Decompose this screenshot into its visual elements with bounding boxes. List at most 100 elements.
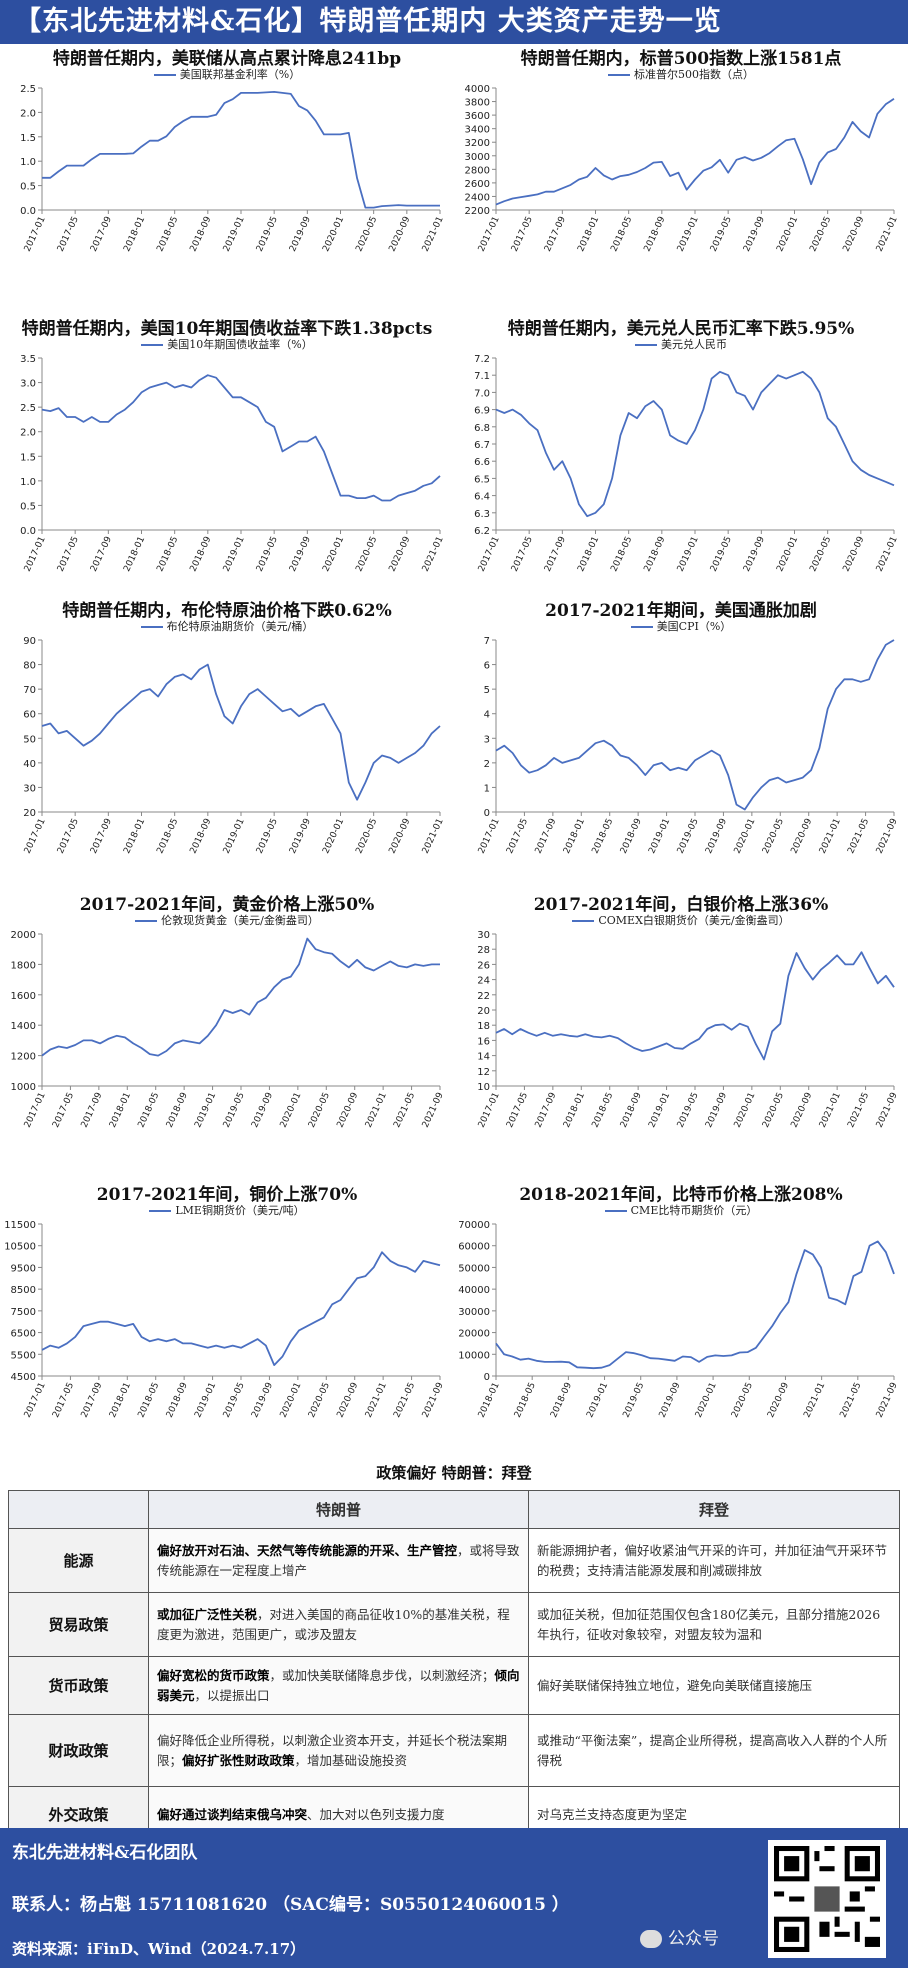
series-line [41,937,440,1057]
x-tick-label: 2020-09 [789,817,814,856]
x-tick-label: 2018-09 [643,215,668,254]
y-tick-label: 16 [477,1036,490,1047]
policy-header-blank [8,1490,149,1529]
x-tick-label: 2020-05 [761,817,786,855]
x-tick-label: 2017-05 [51,1381,76,1419]
x-tick-label: 2021-01 [802,1381,827,1419]
policy-emphasis: 偏好扩张性财政政策 [182,1752,295,1768]
policy-emphasis: 倾向弱美元 [157,1667,520,1703]
x-tick-label: 2018-05 [136,1091,161,1129]
chart-legend: 美国10年期国债收益率（%） [0,336,454,352]
y-tick-label: 1 [484,783,490,794]
x-tick-label: 2019-09 [250,1381,275,1420]
x-tick-label: 2018-05 [155,535,180,573]
chart-panel-usdcny: 特朗普任期内，美元兑人民币汇率下跌5.95% 美元兑人民币 6.2 6.3 6.4 6.5… [454,314,908,574]
policy-biden-cell: 或推动“平衡法案”，提高企业所得税，提高高收入人群的个人所得税 [528,1714,900,1787]
x-tick-label: 2021-05 [846,1091,871,1129]
x-tick-label: 2020-01 [279,1381,304,1419]
legend-label: 美国10年期国债收益率（%） [167,338,313,351]
y-tick-label: 90 [23,636,36,647]
x-tick-label: 2021-01 [364,1091,389,1129]
y-tick-label: 9500 [11,1263,36,1274]
x-tick-label: 2020-01 [775,535,800,573]
x-tick-label: 2019-09 [288,535,313,574]
chart-legend: 美国联邦基金利率（%） [0,66,454,82]
y-tick-label: 4 [484,710,490,721]
chart-panel-brent: 特朗普任期内，布伦特原油价格下跌0.62% 布伦特原油期货价（美元/桶） 20 30 4… [0,596,454,856]
x-tick-label: 2021-05 [392,1381,417,1419]
policy-category: 贸易政策 [8,1592,149,1657]
policy-trump-cell: 偏好放开对石油、天然气等传统能源的开采、生产管控，或将导致传统能源在一定程度上增… [148,1528,529,1593]
x-tick-label: 2021-05 [392,1091,417,1129]
x-tick-label: 2020-09 [766,1381,791,1420]
x-tick-label: 2021-01 [818,817,843,855]
x-tick-label: 2019-01 [676,535,701,573]
x-tick-label: 2018-01 [122,817,147,855]
x-tick-label: 2021-01 [421,535,446,573]
x-tick-label: 2017-05 [505,817,530,855]
x-tick-label: 2020-01 [775,215,800,253]
chart-title: 特朗普任期内，美联储从高点累计降息241bp [52,49,402,69]
x-tick-label: 2021-09 [875,817,900,856]
chart-title: 2018-2021年间，比特币价格上涨208% [519,1185,843,1205]
x-tick-label: 2019-01 [193,1381,218,1419]
report-banner: 【东北先进材料&石化】特朗普任期内 大类资产走势一览 [0,0,908,44]
x-tick-label: 2019-09 [704,817,729,856]
x-tick-label: 2017-09 [543,535,568,574]
y-tick-label: 0.5 [20,182,36,193]
legend-label: 布伦特原油期货价（美元/桶） [166,620,314,633]
x-tick-label: 2020-01 [733,1091,758,1129]
policy-text: ，增加基础设施投资 [294,1752,408,1768]
x-tick-label: 2021-01 [364,1381,389,1419]
chart-legend: CME比特币期货价（元） [454,1202,908,1218]
y-tick-label: 26 [477,960,490,971]
x-tick-label: 2017-01 [477,1091,502,1129]
x-tick-label: 2019-01 [676,215,701,253]
chart-panel-treasury-yield: 特朗普任期内，美国10年期国债收益率下跌1.38pcts 美国10年期国债收益率（… [0,314,454,574]
legend-label: 美国联邦基金利率（%） [179,68,301,81]
wechat-icon [640,1930,662,1948]
x-tick-label: 2017-05 [56,535,81,573]
policy-emphasis: 或加征广泛性关税 [157,1606,258,1622]
policy-category: 能源 [8,1528,149,1593]
policy-row-trade: 贸易政策 或加征广泛性关税，对进入美国的商品征收10%的基准关税，程度更为激进，… [8,1592,900,1657]
policy-emphasis: 偏好放开对石油、天然气等传统能源的开采、生产管控 [157,1542,458,1558]
x-tick-label: 2017-09 [80,1381,105,1420]
series-line [495,951,895,1061]
x-tick-label: 2018-09 [189,535,214,574]
y-tick-label: 40 [23,759,36,770]
legend-label: 美国CPI（%） [656,620,732,633]
legend-swatch [140,626,163,628]
x-tick-label: 2018-01 [122,535,147,573]
x-tick-label: 2018-05 [609,535,634,573]
x-tick-label: 2018-05 [590,1091,615,1129]
x-tick-label: 2021-01 [818,1091,843,1129]
legend-swatch [630,626,653,628]
series-line [495,98,895,206]
y-tick-label: 4500 [11,1372,36,1383]
policy-text: 偏好降低企业所得税，以刺激企业资本开支，并延长个税法案期限； [157,1732,508,1768]
x-tick-label: 2020-05 [354,535,379,573]
qr-code-image [768,1840,886,1958]
chart-plot: 0.0 0.5 1.0 1.5 2.0 2.5 2017-01 2017-05 2017-09 2… [20,84,446,253]
x-tick-label: 2020-05 [307,1381,332,1419]
chart-legend: 标准普尔500指数（点） [454,66,908,82]
y-tick-label: 3000 [465,152,490,163]
x-tick-label: 2017-09 [534,817,559,856]
y-tick-label: 1.0 [20,477,36,488]
x-tick-label: 2020-09 [388,535,413,574]
footer-banner: 东北先进材料&石化团队 联系人：杨占魁 15711081620 （SAC编号：S… [0,1828,908,1968]
y-tick-label: 6.5 [474,474,490,485]
legend-swatch [135,920,158,922]
x-tick-label: 2017-05 [505,1091,530,1129]
chart-plot: 20 30 40 50 60 70 80 90 2017-01 2017-05 2017-09 201… [23,636,446,855]
x-tick-label: 2019-01 [585,1381,610,1419]
x-tick-label: 2020-05 [808,215,833,253]
x-tick-label: 2019-09 [742,215,767,254]
x-tick-label: 2019-05 [255,535,280,573]
x-tick-label: 2018-05 [136,1381,161,1419]
policy-header-biden: 拜登 [528,1490,900,1529]
x-tick-label: 2019-09 [250,1091,275,1130]
legend-swatch [608,74,630,76]
